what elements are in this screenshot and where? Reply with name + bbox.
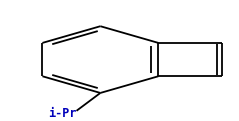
Text: i-Pr: i-Pr bbox=[48, 107, 76, 120]
